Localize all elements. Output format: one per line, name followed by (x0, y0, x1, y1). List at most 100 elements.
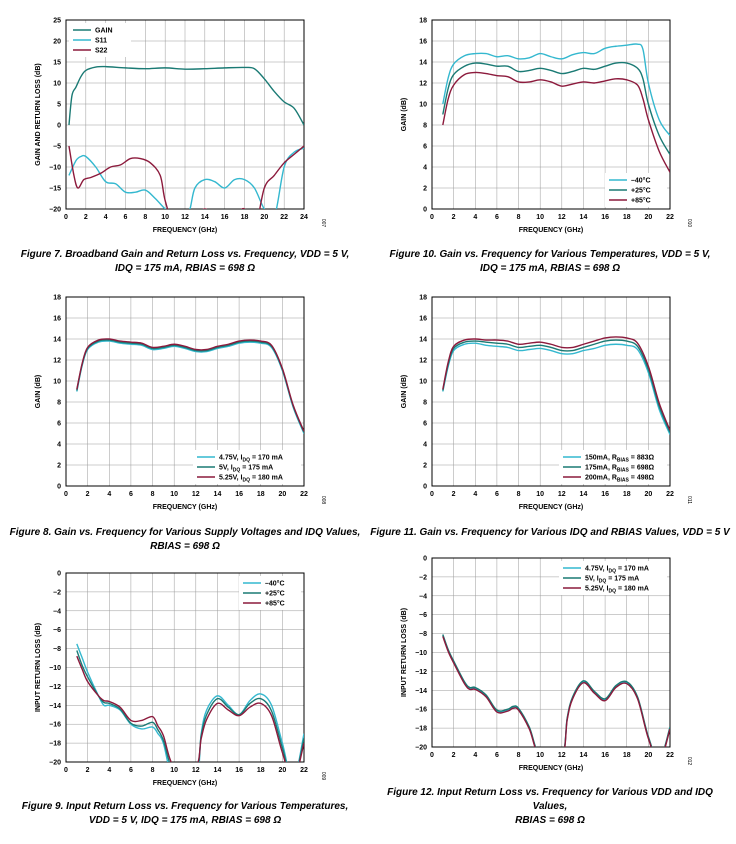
y-tick-label: −20 (415, 745, 427, 752)
x-tick-label: 2 (452, 214, 456, 221)
x-tick-label: 16 (601, 214, 609, 221)
x-tick-label: 6 (129, 767, 133, 774)
x-tick-label: 18 (623, 491, 631, 498)
x-tick-label: 16 (221, 214, 229, 221)
y-tick-label: −20 (49, 207, 61, 214)
chart-fig10: 0 2 4 6 8 10 12 14 16 18 20 22 0 2 4 6 8 10 12 14 16 18 FREQUE… (401, 18, 692, 235)
series-line-2 (442, 636, 670, 747)
y-tick-label: 0 (423, 484, 427, 491)
y-tick-label: 4 (57, 442, 61, 449)
x-tick-label: 2 (452, 491, 456, 498)
x-tick-label: 4 (473, 491, 477, 498)
legend-label: 4.75V, IDQ = 170 mA (585, 566, 649, 575)
y-tick-label: 6 (57, 421, 61, 428)
x-tick-label: 0 (430, 752, 434, 759)
chart-fig12: 0 2 4 6 8 10 12 14 16 18 20 22−20−18−16−14−12−10−8−… (401, 556, 692, 773)
legend-label: +85°C (631, 197, 651, 205)
y-tick-label: −15 (49, 186, 61, 193)
y-tick-label: 5 (57, 102, 61, 109)
y-tick-label: −18 (415, 726, 427, 733)
legend-label: 200mA, RBIAS = 498Ω (585, 475, 655, 484)
y-axis-label: INPUT RETURN LOSS (dB) (401, 608, 408, 697)
series-line-0 (442, 635, 670, 747)
y-tick-label: 16 (419, 316, 427, 323)
caption-fig9-line1: Figure 9. Input Return Loss vs. Frequenc… (21, 801, 349, 812)
legend-label: –40°C (631, 177, 651, 185)
figure-id: 007 (320, 219, 326, 228)
y-tick-label: −20 (49, 760, 61, 767)
x-tick-label: 22 (280, 214, 288, 221)
y-axis-label: INPUT RETURN LOSS (dB) (35, 623, 42, 712)
legend-label: +25°C (265, 590, 285, 598)
y-tick-label: 14 (53, 337, 61, 344)
series-line-0 (76, 340, 304, 434)
series-line-0 (442, 43, 670, 136)
x-tick-label: 8 (151, 491, 155, 498)
figure-id: 012 (686, 757, 692, 766)
x-tick-label: 16 (235, 491, 243, 498)
caption-fig9-line2: VDD = 5 V, IDQ = 175 mA, RBIAS = 698 Ω (88, 815, 282, 826)
x-tick-label: 8 (143, 214, 147, 221)
y-tick-label: 10 (419, 102, 427, 109)
x-tick-label: 10 (161, 214, 169, 221)
x-tick-label: 20 (278, 767, 286, 774)
chart-fig9: 0 2 4 6 8 10 12 14 16 18 20 22−20−18−16−14−12−10−8−… (35, 571, 326, 788)
x-tick-label: 22 (300, 491, 308, 498)
x-tick-label: 8 (517, 491, 521, 498)
y-tick-label: −5 (53, 144, 61, 151)
x-tick-label: 12 (558, 214, 566, 221)
series-line-2 (442, 71, 670, 173)
legend-label: +25°C (631, 187, 651, 195)
y-tick-label: 8 (57, 400, 61, 407)
caption-fig7-line1: Figure 7. Broadband Gain and Return Loss… (20, 249, 350, 260)
x-tick-label: 0 (430, 491, 434, 498)
x-tick-label: 2 (84, 214, 88, 221)
x-axis-label: FREQUENCY (GHz) (153, 780, 217, 787)
x-axis-label: FREQUENCY (GHz) (153, 504, 217, 511)
x-tick-label: 10 (536, 214, 544, 221)
legend-label: 5.25V, IDQ = 180 mA (219, 475, 283, 484)
x-tick-label: 22 (300, 767, 308, 774)
caption-fig10-line2: IDQ = 175 mA, RBIAS = 698 Ω (479, 263, 621, 274)
x-tick-label: 4 (107, 491, 111, 498)
y-tick-label: 10 (53, 379, 61, 386)
y-tick-label: −2 (419, 574, 427, 581)
y-tick-label: −14 (415, 688, 427, 695)
caption-fig12: Figure 12. Input Return Loss vs. Frequen… (370, 786, 730, 828)
legend-label: –40°C (265, 580, 285, 588)
legend-label: 175mA, RBIAS = 698Ω (585, 465, 655, 474)
x-tick-label: 0 (64, 491, 68, 498)
chart-fig11: 0 2 4 6 8 10 12 14 16 18 20 22 0 2 4 6 8 10 12 14 16 18 FREQUE… (401, 295, 692, 512)
caption-fig8: Figure 8. Gain vs. Frequency for Various… (5, 526, 365, 554)
y-tick-label: 16 (53, 316, 61, 323)
y-tick-label: 25 (53, 18, 61, 25)
x-tick-label: 20 (278, 491, 286, 498)
x-tick-label: 6 (495, 752, 499, 759)
x-tick-label: 10 (536, 752, 544, 759)
y-tick-label: 6 (423, 421, 427, 428)
series-line-1 (76, 650, 304, 762)
x-axis-label: FREQUENCY (GHz) (519, 227, 583, 234)
y-tick-label: −18 (49, 741, 61, 748)
x-tick-label: 14 (201, 214, 209, 221)
caption-fig12-line1: Figure 12. Input Return Loss vs. Frequen… (387, 787, 713, 812)
y-tick-label: 4 (423, 442, 427, 449)
x-tick-label: 4 (473, 752, 477, 759)
x-axis-label: FREQUENCY (GHz) (519, 504, 583, 511)
y-tick-label: −8 (419, 631, 427, 638)
series-line-0 (68, 65, 304, 126)
y-tick-label: −8 (53, 646, 61, 653)
series-line-1 (442, 634, 670, 747)
y-tick-label: 12 (419, 358, 427, 365)
x-tick-label: 14 (580, 491, 588, 498)
figure-id: 011 (686, 496, 692, 504)
series-line-1 (76, 339, 304, 433)
plot-frame (431, 557, 671, 748)
legend-label: +85°C (265, 600, 285, 608)
series-line-2 (76, 338, 304, 432)
y-tick-label: 0 (423, 207, 427, 214)
x-tick-label: 14 (580, 214, 588, 221)
legend-label: GAIN (95, 28, 113, 35)
y-tick-label: −12 (49, 684, 61, 691)
plot-frame (65, 572, 305, 763)
